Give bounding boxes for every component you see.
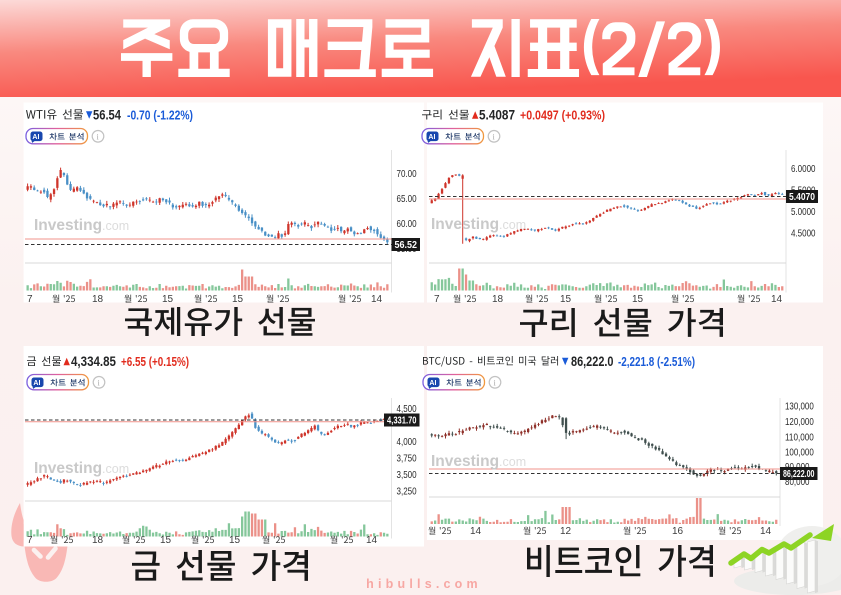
svg-text:56.54: 56.54 [93, 108, 121, 123]
svg-text:i: i [97, 132, 100, 142]
svg-text:15: 15 [632, 294, 644, 305]
svg-text:Investing.com: Investing.com [431, 216, 526, 233]
svg-text:3,250: 3,250 [397, 486, 417, 498]
svg-text:16: 16 [672, 526, 684, 537]
svg-text:hibulls.com: hibulls.com [366, 577, 482, 591]
svg-text:18: 18 [492, 294, 504, 305]
svg-text:AI: AI [428, 134, 435, 141]
svg-text:70.00: 70.00 [397, 168, 417, 180]
svg-text:60.00: 60.00 [397, 218, 417, 230]
svg-text:18: 18 [92, 535, 104, 546]
svg-text:7: 7 [434, 294, 440, 305]
svg-text:15: 15 [560, 294, 572, 305]
svg-text:18: 18 [92, 294, 104, 305]
svg-text:Investing.com: Investing.com [34, 217, 129, 234]
svg-text:56.52: 56.52 [395, 240, 418, 251]
svg-text:AI: AI [32, 134, 39, 141]
svg-text:3,750: 3,750 [397, 453, 417, 465]
svg-text:i: i [98, 378, 101, 388]
svg-text:15: 15 [162, 294, 174, 305]
svg-text:86,222.0: 86,222.0 [571, 354, 614, 369]
svg-text:+0.0497 (+0.93%): +0.0497 (+0.93%) [520, 109, 605, 123]
svg-text:Investing.com: Investing.com [431, 453, 526, 470]
svg-text:Investing.com: Investing.com [34, 460, 129, 477]
svg-text:3,500: 3,500 [397, 469, 417, 481]
svg-text:4,331.70: 4,331.70 [387, 416, 417, 427]
svg-text:14: 14 [771, 294, 783, 305]
svg-text:14: 14 [366, 535, 378, 546]
svg-text:15: 15 [160, 535, 172, 546]
svg-text:4.5000: 4.5000 [791, 228, 816, 240]
svg-text:5.4087: 5.4087 [479, 108, 515, 123]
svg-text:-2,221.8 (-2.51%): -2,221.8 (-2.51%) [618, 355, 695, 369]
svg-text:4,334.85: 4,334.85 [71, 354, 116, 369]
svg-text:86,222.00: 86,222.00 [783, 469, 815, 480]
svg-text:5.4070: 5.4070 [789, 192, 815, 203]
svg-text:+6.55 (+0.15%): +6.55 (+0.15%) [121, 355, 189, 369]
svg-text:12: 12 [560, 526, 572, 537]
svg-text:AI: AI [33, 380, 40, 387]
svg-text:i: i [494, 378, 497, 388]
svg-text:4,500: 4,500 [397, 403, 417, 415]
svg-text:110,000: 110,000 [785, 432, 814, 444]
svg-text:5.0000: 5.0000 [791, 206, 816, 218]
svg-text:100,000: 100,000 [785, 447, 814, 459]
svg-text:14: 14 [470, 526, 482, 537]
svg-text:15: 15 [229, 535, 241, 546]
svg-text:-0.70 (-1.22%): -0.70 (-1.22%) [127, 109, 193, 123]
svg-text:AI: AI [429, 380, 436, 387]
svg-text:15: 15 [232, 294, 244, 305]
svg-text:7: 7 [27, 535, 33, 546]
svg-text:120,000: 120,000 [785, 416, 814, 428]
svg-text:7: 7 [27, 294, 33, 305]
svg-text:14: 14 [371, 294, 383, 305]
svg-text:14: 14 [760, 526, 772, 537]
svg-text:4,000: 4,000 [397, 436, 417, 448]
svg-text:i: i [493, 132, 496, 142]
svg-text:130,000: 130,000 [785, 401, 814, 413]
svg-text:6.0000: 6.0000 [791, 163, 816, 175]
svg-text:65.00: 65.00 [397, 193, 417, 205]
